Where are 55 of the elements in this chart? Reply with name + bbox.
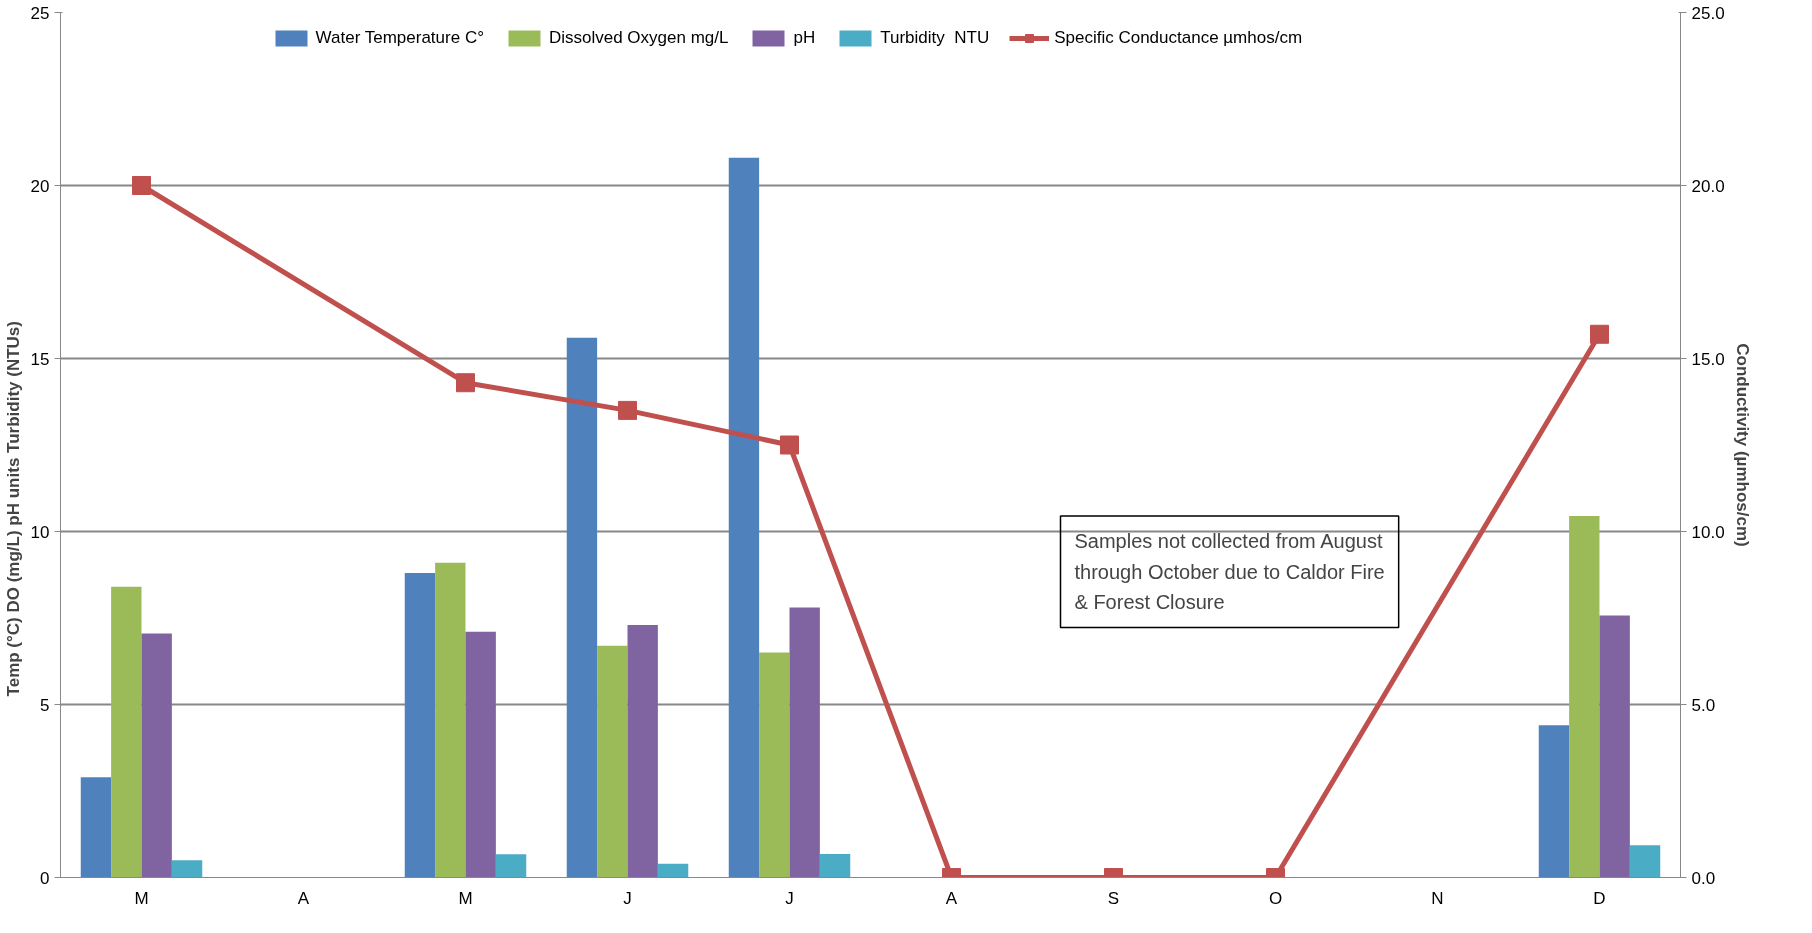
- x-tick-label: J: [623, 888, 632, 908]
- bar: [789, 607, 820, 878]
- point: [618, 400, 637, 420]
- bar: [435, 562, 466, 878]
- legend-label: Specific Conductance µmhos/cm: [1054, 28, 1303, 48]
- bar: [80, 777, 112, 878]
- y2-tick-label: 0.0: [1691, 868, 1716, 888]
- bar: [759, 652, 790, 878]
- y2-axis-title: Conductivity (µmhos/cm): [1732, 343, 1752, 547]
- y-tick-label: 0: [40, 868, 50, 888]
- y-tick-label: 20: [30, 176, 50, 196]
- bar: [819, 853, 851, 878]
- y-tick-label: 5: [40, 695, 50, 715]
- y2-tick-label: 10.0: [1691, 522, 1725, 542]
- x-tick-label: J: [785, 888, 794, 908]
- bar: [404, 573, 436, 878]
- bar: [1629, 845, 1661, 878]
- legend-label: Water Temperature C°: [315, 28, 484, 48]
- bar: [465, 631, 496, 878]
- x-tick-label: S: [1107, 888, 1120, 908]
- x-tick-label: D: [1593, 888, 1606, 908]
- y2-tick-label: 15.0: [1691, 349, 1725, 369]
- y-axis-title: Temp (°C) DO (mg/L) pH units Turbidity (NTUs): [3, 321, 23, 697]
- legend-label: Turbidity NTU: [880, 28, 990, 48]
- legend-label: Dissolved Oxygen mg/L: [548, 28, 729, 48]
- x-tick-label: M: [458, 888, 473, 908]
- bar: [171, 860, 203, 878]
- bar: [495, 854, 527, 878]
- x-tick-label: N: [1431, 888, 1444, 908]
- y2-tick-label: 20.0: [1691, 176, 1725, 196]
- x-tick-label: O: [1268, 888, 1283, 908]
- bar: [1538, 725, 1570, 878]
- bar: [728, 157, 760, 878]
- bar: [141, 633, 172, 878]
- legend-label: pH: [793, 28, 816, 48]
- point: [1590, 324, 1609, 344]
- point: [780, 435, 799, 455]
- y2-tick-label: 5.0: [1691, 695, 1716, 715]
- y-tick-label: 15: [30, 349, 50, 369]
- y2-tick-label: 25.0: [1691, 3, 1725, 23]
- x-tick-label: A: [297, 888, 310, 908]
- x-tick-label: A: [945, 888, 958, 908]
- point: [456, 373, 475, 393]
- y-tick-label: 10: [30, 522, 50, 542]
- x-tick-label: M: [134, 888, 149, 908]
- y-tick-label: 25: [30, 3, 50, 23]
- point: [132, 176, 151, 195]
- annotation: Samples not collected from August through October due to Caldor Fire & Forest Closure: [1074, 529, 1385, 614]
- bar: [597, 645, 628, 878]
- bar: [627, 624, 658, 878]
- bar: [566, 337, 598, 878]
- bar: [1569, 515, 1600, 878]
- bar: [657, 863, 689, 878]
- bar: [111, 586, 142, 878]
- bar: [1599, 615, 1630, 878]
